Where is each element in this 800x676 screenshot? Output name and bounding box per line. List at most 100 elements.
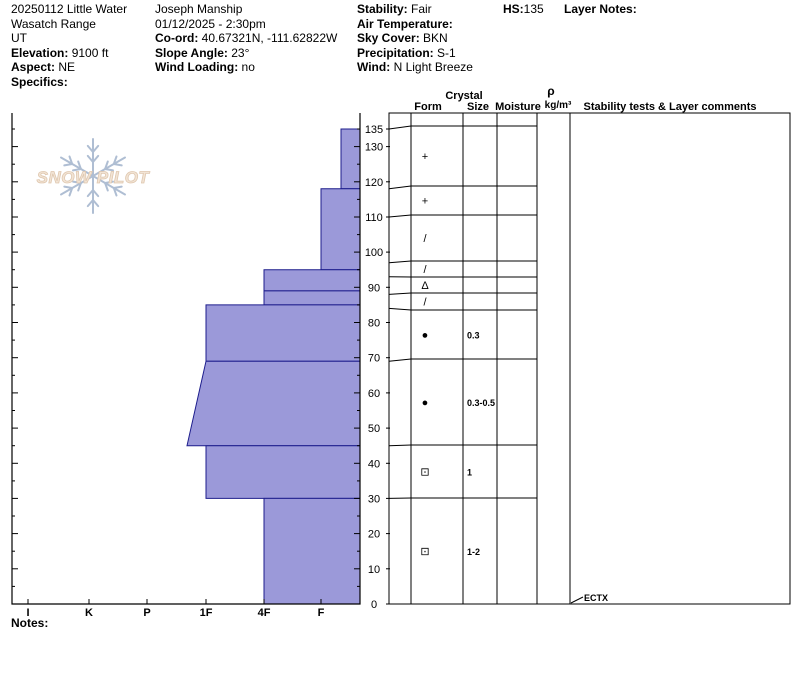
stability-tests: ECTX (570, 593, 608, 604)
snowpilot-logo: SNOW PILOT (36, 138, 151, 214)
stability-test-label: ECTX (584, 593, 608, 603)
row-connector (388, 260, 412, 264)
hardness-tick-label: 4F (258, 607, 271, 619)
density-rho-header: ρ (547, 84, 554, 98)
crystal-size: 1-2 (467, 547, 480, 557)
aspect-row: Aspect: NE (11, 60, 127, 75)
row-connector (388, 125, 412, 130)
coord-row: Co-ord: 40.67321N, -111.62822W (155, 31, 337, 46)
aspect-label: Aspect: (11, 60, 56, 74)
crystal-size: 0.3-0.5 (467, 398, 495, 408)
crystal-form-precipitation-particles-icon: + (422, 196, 428, 208)
notes-row: Notes: (11, 616, 48, 630)
density-unit-header: kg/m³ (545, 100, 572, 111)
air-temp-label: Air Temperature: (357, 16, 453, 31)
hardness-layer (205, 304, 361, 362)
notes-label: Notes: (11, 616, 49, 630)
hardness-layer (320, 188, 361, 271)
header-col-3: Stability: Fair Air Temperature: Sky Cov… (357, 2, 473, 75)
wind-loading-row: Wind Loading: no (155, 60, 337, 75)
precip-label: Precipitation: (357, 45, 434, 60)
slope-value: 23° (231, 45, 250, 60)
crystal-size: 1 (467, 468, 472, 478)
crystal-form-decomposing-fragments-icon: / (423, 233, 427, 245)
precip-row: Precipitation: S-1 (357, 46, 473, 61)
hardness-layer (186, 360, 361, 447)
height-tick-label: 135 (365, 124, 383, 136)
hardness-tick-label: F (318, 607, 325, 619)
hardness-tick-label: K (85, 607, 93, 619)
elevation-value: 9100 ft (71, 45, 109, 60)
logo-text: SNOW PILOT (37, 168, 151, 187)
hardness-layer (340, 128, 361, 190)
range-name: Wasatch Range (11, 16, 96, 31)
hs-value: 135 (523, 2, 544, 16)
hardness-layer (263, 290, 361, 306)
sky-value: BKN (423, 31, 448, 45)
crystal-form-rounded-grains-icon: ● (422, 330, 429, 342)
crystal-form-mixed-forms-icon: ⊡ (420, 546, 429, 558)
form-header: Form (414, 101, 442, 113)
sky-row: Sky Cover: BKN (357, 31, 473, 46)
row-connector (388, 292, 412, 295)
height-tick-label: 70 (368, 353, 380, 365)
crystal-table: + + / / Δ / ● 0.3 ● 0.3-0.5 ⊡ 1 ⊡ 1-2 (388, 112, 791, 605)
observation-datetime: 01/12/2025 - 2:30pm (155, 16, 266, 31)
coord-label: Co-ord: (155, 31, 199, 45)
moisture-header: Moisture (495, 101, 541, 113)
crystal-form-precipitation-particles-icon: + (422, 151, 428, 163)
hardness-frame (11, 113, 361, 605)
crystal-form-decomposing-fragments-icon: / (423, 264, 427, 276)
slope-label: Slope Angle: (155, 45, 228, 60)
wind-label: Wind: (357, 60, 391, 74)
height-tick-label: 40 (368, 458, 380, 470)
wind-row: Wind: N Light Breeze (357, 60, 473, 75)
aspect-value: NE (58, 60, 76, 74)
hs-row: HS:135 (503, 2, 544, 17)
crystal-form-decomposing-fragments-icon: / (423, 297, 427, 309)
specifics-label: Specifics: (11, 74, 68, 89)
stability-value: Fair (411, 2, 432, 16)
hardness-axis: I K P 1F 4F F (26, 599, 325, 619)
height-tick-label: 30 (368, 493, 380, 505)
table-border (388, 112, 791, 605)
row-connector (388, 444, 412, 447)
sky-label: Sky Cover: (357, 31, 420, 45)
size-header: Size (467, 101, 489, 113)
row-connector (388, 358, 412, 362)
hardness-layer (205, 445, 361, 499)
slope-row: Slope Angle: 23° (155, 46, 337, 61)
height-tick-label: 130 (365, 142, 383, 154)
air-temp-row: Air Temperature: (357, 17, 473, 32)
wind-loading-label: Wind Loading: (155, 60, 239, 74)
stability-test-pointer (570, 596, 584, 604)
hardness-layers (186, 128, 361, 605)
layer-notes-row: Layer Notes: (564, 2, 637, 17)
row-connector (388, 307, 412, 311)
coord-value: 40.67321N, -111.62822W (201, 31, 338, 45)
site-title: 20250112 Little Water (11, 2, 128, 16)
hardness-tick-label: 1F (200, 607, 213, 619)
hardness-frame-line (11, 113, 361, 605)
height-tick-label: 50 (368, 423, 380, 435)
crystal-header: Crystal (445, 90, 482, 102)
stability-row: Stability: Fair (357, 2, 473, 17)
crystal-form-rounded-grains-icon: ● (422, 397, 429, 409)
height-axis: 0 10 20 30 40 50 60 70 80 90 100 110 120 130 135 (365, 124, 390, 611)
row-connector (388, 185, 412, 190)
precip-value: S-1 (437, 45, 456, 60)
row-connector (388, 214, 412, 218)
observer-name: Joseph Manship (155, 2, 243, 16)
height-tick-label: 10 (368, 564, 380, 576)
height-tick-label: 0 (371, 599, 377, 611)
stability-label: Stability: (357, 2, 408, 16)
crystal-form-mixed-forms-icon: ⊡ (420, 467, 429, 479)
crystal-size: 0.3 (467, 331, 480, 341)
hardness-tick-label: P (143, 607, 150, 619)
hardness-layer (263, 497, 361, 605)
header-col-2: Joseph Manship 01/12/2025 - 2:30pm Co-or… (155, 2, 337, 75)
state-name: UT (11, 31, 27, 45)
stability-header: Stability tests & Layer comments (583, 101, 756, 113)
hs-label: HS: (503, 2, 524, 16)
layer-notes-label: Layer Notes: (564, 2, 637, 16)
